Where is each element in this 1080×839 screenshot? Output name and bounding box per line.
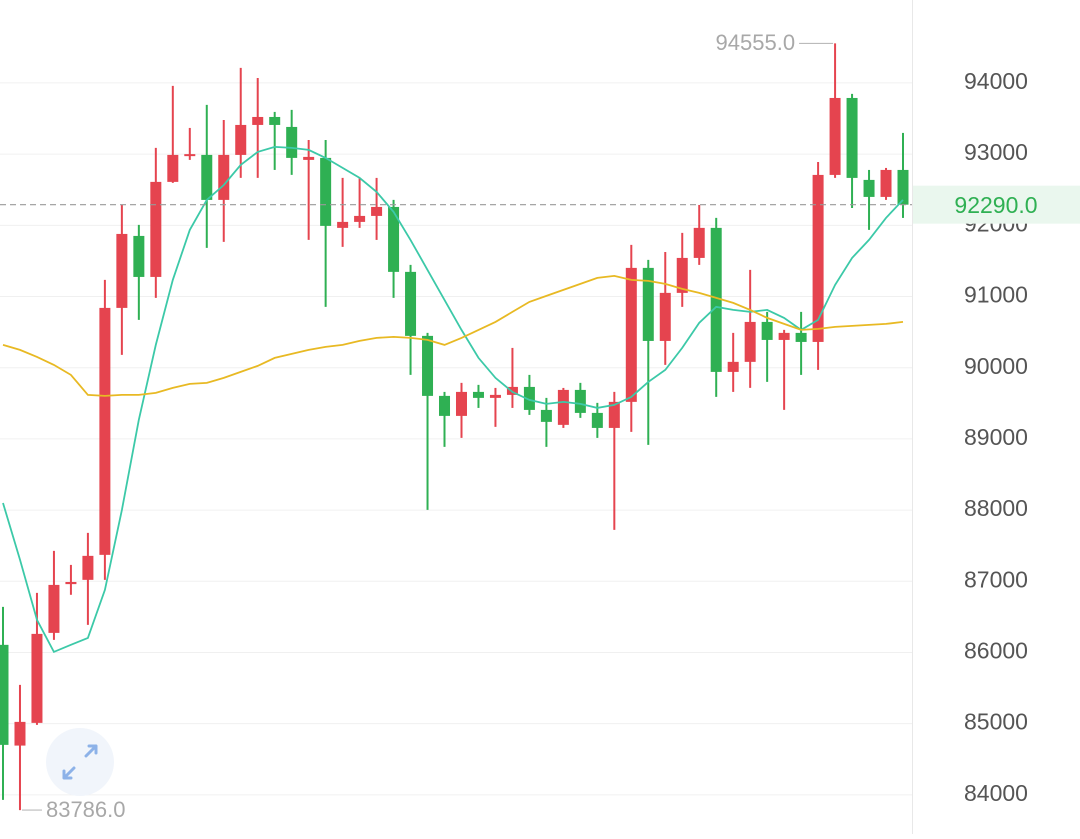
candle-body (608, 401, 620, 428)
max-marker-label: 94555.0 (716, 30, 796, 55)
expand-button[interactable] (46, 728, 114, 796)
candle-body (354, 215, 366, 222)
last-price-bg (913, 185, 1080, 224)
plot-area (0, 43, 909, 811)
candle-body (116, 233, 128, 308)
candle-body (14, 721, 26, 746)
candle-body (897, 169, 909, 205)
y-tick-label: 86000 (964, 638, 1028, 664)
candle-body (286, 126, 298, 158)
y-tick-label: 84000 (964, 780, 1028, 806)
candle-body (167, 154, 179, 182)
candle-body (557, 389, 569, 425)
min-marker-label: 83786.0 (46, 797, 126, 822)
grid: 84000 85000 86000 87000 88000 89000 90000 91000… (0, 68, 1028, 806)
candle-body (422, 335, 434, 396)
candle-body (252, 116, 264, 125)
candle-body (591, 412, 603, 428)
y-tick-label: 93000 (964, 139, 1028, 165)
candle-body (744, 321, 756, 362)
candle-body (846, 97, 858, 178)
candle-body (574, 389, 586, 413)
candle-body (795, 332, 807, 342)
candle-body (439, 395, 451, 416)
y-tick-label: 94000 (964, 68, 1028, 94)
candle-body (761, 321, 773, 340)
candle-body (693, 227, 705, 258)
candle-body (150, 181, 162, 277)
candle-body (642, 267, 654, 341)
expand-button-bg[interactable] (46, 728, 114, 796)
candle-body (218, 154, 230, 200)
candle-body (523, 386, 535, 410)
candle-body (880, 169, 892, 197)
candle-body (388, 206, 400, 272)
candle-body (405, 271, 417, 336)
candle-body (31, 633, 43, 723)
candle-body (99, 307, 111, 555)
y-tick-label: 87000 (964, 566, 1028, 592)
candle-body (201, 154, 213, 200)
candle-body (65, 581, 77, 585)
candle-body (778, 332, 790, 340)
candle-body (269, 116, 281, 125)
last-price-label: 92290.0 (954, 192, 1037, 218)
candle-body (727, 361, 739, 372)
annotations: 92290.0 94555.0 83786.0 (0, 30, 1080, 822)
candle-body (472, 391, 484, 398)
y-tick-label: 85000 (964, 709, 1028, 735)
candle-body (133, 235, 145, 277)
expand-icon[interactable] (62, 744, 98, 780)
candle-body (48, 584, 60, 633)
candle-body (82, 555, 94, 580)
candle-body (184, 154, 196, 157)
y-tick-label: 89000 (964, 424, 1028, 450)
y-tick-label: 88000 (964, 495, 1028, 521)
moving-average-line (2, 274, 904, 397)
y-tick-label: 91000 (964, 282, 1028, 308)
candle-body (320, 157, 332, 226)
candle-body (455, 391, 467, 416)
candle-body (303, 156, 315, 160)
candle-body (235, 124, 247, 155)
candle-body (489, 394, 501, 398)
candle-body (676, 257, 688, 293)
candle-body (625, 267, 637, 402)
candle-body (0, 644, 9, 745)
candle-body (659, 292, 671, 341)
candle-body (371, 206, 383, 216)
y-tick-label: 90000 (964, 353, 1028, 379)
candle-body (710, 227, 722, 372)
candle-body (540, 409, 552, 422)
candle-body (337, 221, 349, 228)
candle-body (863, 179, 875, 197)
candle-body (829, 97, 841, 175)
candle-body (812, 174, 824, 342)
